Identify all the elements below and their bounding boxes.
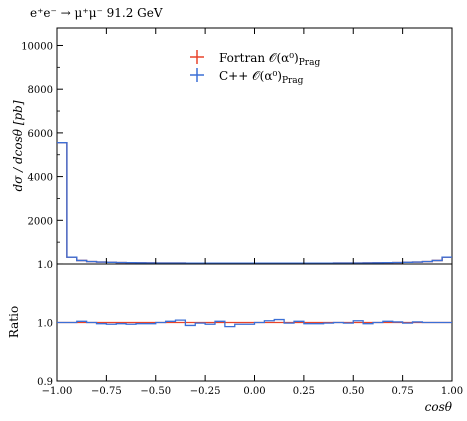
main-y-tick-label: 6000 <box>28 129 53 140</box>
main-y-ticks: 1.0 2000 4000 6000 8000 10000 <box>21 41 63 271</box>
main-series-line-1 <box>57 142 452 264</box>
x-tick-label: 0.00 <box>243 386 265 397</box>
ratio-y-ticks: 0.9 1.0 <box>37 319 63 388</box>
legend-entry-cpp: C++ 𝒪(α⁰)Prag <box>190 68 304 86</box>
ratio-series <box>57 318 452 328</box>
legend-label-cpp: C++ 𝒪(α⁰)Prag <box>219 69 304 86</box>
chart-title: e⁺e⁻ → μ⁺μ⁻ 91.2 GeV <box>30 6 163 20</box>
legend-entry-fortran: Fortran 𝒪(α⁰)Prag <box>190 50 320 68</box>
main-y-tick-label: 2000 <box>28 216 53 227</box>
main-series-line-0 <box>57 142 452 264</box>
legend-label-fortran: Fortran 𝒪(α⁰)Prag <box>219 51 320 68</box>
legend: Fortran 𝒪(α⁰)Prag C++ 𝒪(α⁰)Prag <box>190 50 320 86</box>
x-tick-label: 0.50 <box>342 386 364 397</box>
x-tick-label: −0.50 <box>140 386 171 397</box>
main-y-tick-label: 10000 <box>21 41 53 52</box>
x-tick-label: −0.75 <box>91 386 122 397</box>
ratio-series-line-1 <box>57 318 452 328</box>
x-tick-label: −1.00 <box>42 386 73 397</box>
x-tick-label: 1.00 <box>441 386 463 397</box>
x-tick-label: 0.25 <box>293 386 315 397</box>
x-tick-label: −0.25 <box>190 386 221 397</box>
x-tick-label: 0.75 <box>391 386 413 397</box>
x-axis-label: cosθ <box>425 400 453 414</box>
main-y-tick-label: 1.0 <box>37 260 53 271</box>
ratio-y-tick-label: 1.0 <box>37 319 53 330</box>
main-y-tick-label: 8000 <box>28 85 53 96</box>
ratio-y-tick-label: 0.9 <box>37 377 53 388</box>
main-series <box>57 142 452 264</box>
main-y-tick-label: 4000 <box>28 173 53 184</box>
x-axis-ticks: −1.00 −0.75 −0.50 −0.25 0.00 0.25 0.50 0.75 1.00 <box>42 28 463 397</box>
ratio-panel: 0.9 1.0 Ratio <box>7 263 453 388</box>
y-axis-label: dσ / dcosθ [pb] <box>11 100 25 191</box>
ratio-axis-label: Ratio <box>7 306 21 338</box>
